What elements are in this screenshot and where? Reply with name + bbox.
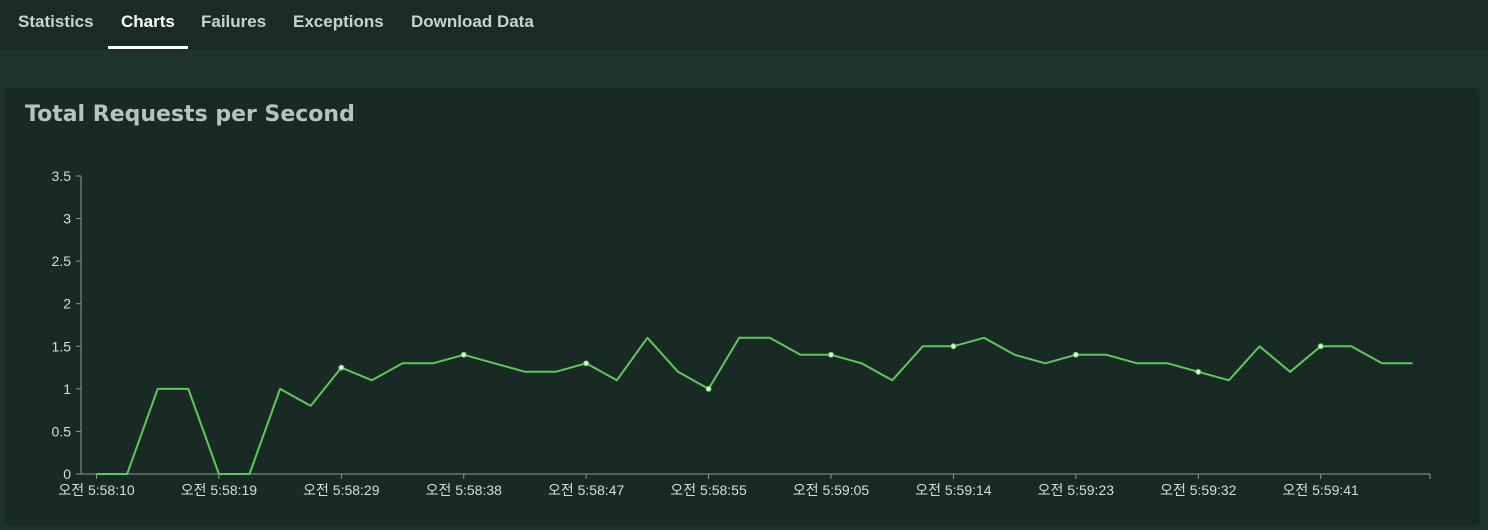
tab-bar: Statistics Charts Failures Exceptions Do… (0, 0, 1488, 50)
x-tick-label: 오전 5:58:29 (303, 482, 380, 498)
data-point[interactable] (828, 351, 835, 358)
y-tick-label: 0 (63, 466, 71, 482)
y-tick-label: 1.5 (52, 338, 72, 354)
data-point[interactable] (705, 385, 712, 392)
y-tick-label: 3 (63, 211, 71, 227)
x-tick-label: 오전 5:59:32 (1160, 482, 1237, 498)
x-tick-label: 오전 5:59:23 (1038, 482, 1115, 498)
tab-exceptions[interactable]: Exceptions (293, 12, 384, 31)
active-tab-indicator (108, 46, 188, 49)
x-tick-label: 오전 5:58:10 (58, 482, 135, 498)
x-tick-label: 오전 5:58:55 (670, 482, 747, 498)
data-point[interactable] (338, 364, 345, 371)
x-tick-label: 오전 5:58:38 (426, 482, 503, 498)
tab-statistics[interactable]: Statistics (18, 12, 94, 31)
y-tick-label: 2 (63, 296, 71, 312)
chart-card: Total Requests per Second 0 0.5 1 1.5 2 2.5 3 3… (6, 89, 1479, 525)
data-point[interactable] (460, 351, 467, 358)
data-point[interactable] (1195, 368, 1202, 375)
tab-charts[interactable]: Charts (121, 12, 175, 31)
y-tick-label: 3.5 (52, 168, 72, 184)
tab-failures[interactable]: Failures (201, 12, 267, 31)
x-tick-label: 오전 5:59:41 (1282, 482, 1359, 498)
x-tick-label: 오전 5:58:47 (548, 482, 625, 498)
x-tick-label: 오전 5:59:05 (793, 482, 870, 498)
tab-download-data[interactable]: Download Data (411, 12, 534, 31)
data-point[interactable] (1072, 351, 1079, 358)
x-tick-label: 오전 5:58:19 (181, 482, 258, 498)
y-tick-label: 0.5 (52, 423, 72, 439)
y-tick-label: 1 (63, 381, 71, 397)
data-point[interactable] (1317, 343, 1324, 350)
chart-title: Total Requests per Second (25, 102, 355, 127)
x-tick-label: 오전 5:59:14 (915, 482, 992, 498)
requests-chart: 0 0.5 1 1.5 2 2.5 3 3.5 오전 5:58:10 오전 5:58:19 오전 5… (52, 168, 1431, 498)
data-point[interactable] (950, 343, 957, 350)
data-point[interactable] (583, 360, 590, 367)
series-line (96, 336, 1413, 475)
y-tick-label: 2.5 (52, 253, 72, 269)
